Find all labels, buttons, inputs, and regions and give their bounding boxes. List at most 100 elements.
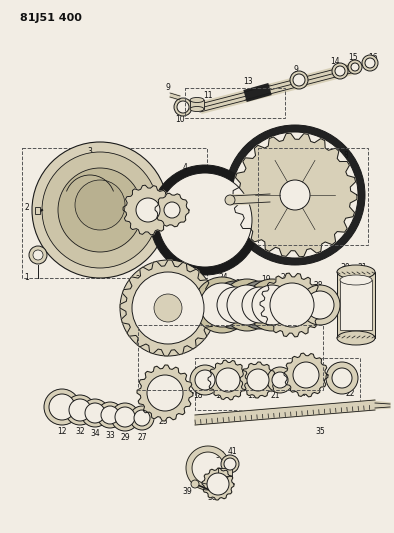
Text: 35: 35 (315, 427, 325, 437)
Circle shape (120, 260, 216, 356)
Text: 21: 21 (270, 392, 280, 400)
Text: 14: 14 (330, 58, 340, 67)
Circle shape (332, 368, 352, 388)
Text: 11: 11 (203, 91, 213, 100)
Circle shape (44, 389, 80, 425)
Text: 40: 40 (137, 298, 147, 308)
Text: 36: 36 (215, 451, 225, 461)
Circle shape (267, 367, 293, 393)
Circle shape (58, 168, 142, 252)
Text: 22: 22 (345, 390, 355, 399)
Circle shape (224, 458, 236, 470)
Circle shape (365, 58, 375, 68)
Polygon shape (120, 260, 216, 356)
Text: 18: 18 (193, 391, 203, 400)
Circle shape (332, 63, 348, 79)
Text: 20: 20 (300, 390, 310, 399)
Ellipse shape (340, 275, 372, 285)
Bar (337, 272, 375, 338)
Circle shape (132, 272, 204, 344)
Bar (35, 207, 40, 214)
Text: 37: 37 (215, 478, 225, 487)
Text: 5: 5 (245, 211, 251, 220)
Text: 32: 32 (75, 427, 85, 437)
Circle shape (195, 370, 215, 390)
Circle shape (200, 283, 244, 327)
Circle shape (293, 74, 305, 86)
Circle shape (148, 288, 188, 328)
Bar (218, 468, 232, 476)
Circle shape (335, 66, 345, 76)
Polygon shape (370, 401, 390, 409)
Circle shape (115, 407, 135, 427)
Text: 41: 41 (227, 448, 237, 456)
Circle shape (177, 101, 189, 113)
Text: 28: 28 (313, 280, 323, 289)
Text: 18: 18 (225, 284, 235, 293)
Bar (258, 148, 368, 245)
Circle shape (280, 180, 310, 210)
Polygon shape (233, 133, 357, 257)
Circle shape (300, 285, 340, 325)
Text: 81J51 400: 81J51 400 (20, 13, 82, 23)
Text: 3: 3 (87, 148, 93, 157)
Text: 34: 34 (90, 430, 100, 439)
Circle shape (306, 291, 334, 319)
Circle shape (351, 63, 359, 71)
Polygon shape (186, 446, 229, 490)
Text: 19: 19 (247, 392, 257, 400)
Circle shape (75, 180, 125, 230)
Circle shape (65, 395, 95, 425)
Text: 38: 38 (207, 494, 217, 503)
Ellipse shape (190, 107, 204, 111)
Text: 23: 23 (135, 276, 145, 285)
Circle shape (130, 406, 154, 430)
Text: 9: 9 (294, 66, 298, 75)
Circle shape (216, 368, 240, 392)
Circle shape (85, 403, 105, 423)
Text: 9: 9 (165, 83, 171, 92)
Ellipse shape (225, 195, 235, 205)
Text: 1: 1 (24, 273, 30, 282)
Circle shape (158, 173, 252, 267)
Circle shape (69, 399, 91, 421)
Text: 12: 12 (57, 427, 67, 437)
Text: 27: 27 (137, 432, 147, 441)
Circle shape (246, 279, 298, 331)
Text: 39: 39 (182, 488, 192, 497)
Circle shape (211, 281, 259, 329)
Circle shape (270, 283, 314, 327)
Polygon shape (202, 468, 234, 500)
Circle shape (217, 287, 253, 323)
Polygon shape (155, 193, 189, 227)
Text: 2: 2 (24, 203, 30, 212)
Bar (190, 100, 204, 109)
Text: 30: 30 (340, 263, 350, 272)
Circle shape (247, 369, 269, 391)
Ellipse shape (190, 98, 204, 102)
Text: 16: 16 (368, 52, 378, 61)
Polygon shape (137, 365, 193, 421)
Bar (138, 325, 323, 390)
Text: 17: 17 (215, 392, 225, 400)
Text: 22: 22 (235, 279, 245, 287)
Circle shape (164, 202, 180, 218)
Text: 33: 33 (105, 431, 115, 440)
Circle shape (326, 362, 358, 394)
Bar (340, 280, 372, 330)
Circle shape (252, 285, 292, 325)
Text: 29: 29 (120, 433, 130, 442)
Circle shape (147, 375, 183, 411)
Circle shape (348, 60, 362, 74)
Text: 25: 25 (158, 417, 168, 426)
Circle shape (190, 365, 220, 395)
Text: 15: 15 (348, 52, 358, 61)
Text: 26: 26 (280, 273, 290, 282)
Bar (185, 88, 285, 118)
Text: 31: 31 (357, 263, 367, 272)
Ellipse shape (337, 331, 375, 345)
Text: 7: 7 (303, 143, 307, 152)
Text: 21: 21 (243, 284, 253, 293)
Circle shape (150, 165, 260, 275)
Circle shape (362, 55, 378, 71)
